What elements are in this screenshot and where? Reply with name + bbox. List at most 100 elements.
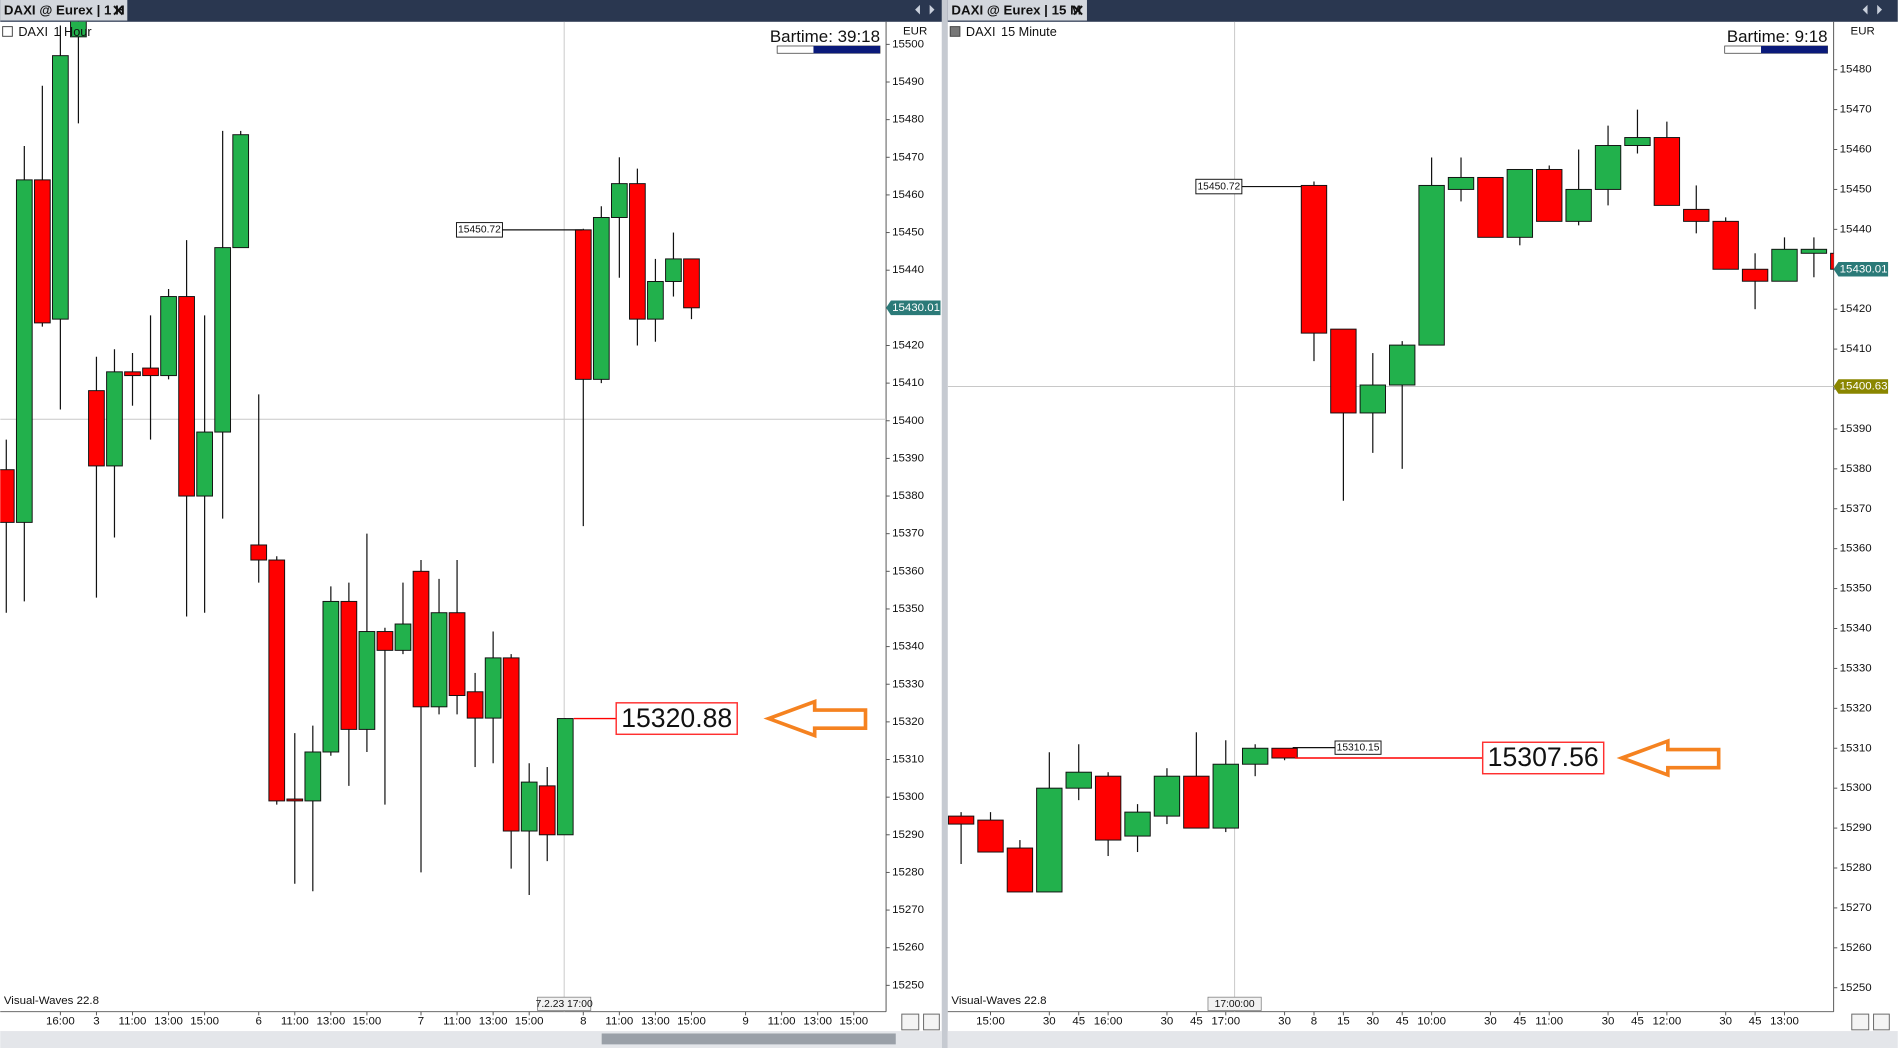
- candle-body: [1271, 747, 1298, 759]
- candle-body: [448, 612, 466, 697]
- candle-body: [268, 559, 286, 802]
- x-tick-label: 13:00: [154, 1015, 183, 1027]
- candle-body: [977, 819, 1004, 853]
- candle-body: [1359, 384, 1386, 414]
- panel-divider: [941, 0, 948, 1048]
- candle-body: [574, 229, 592, 380]
- close-label: 15320.88: [621, 703, 732, 733]
- candle-body: [1153, 775, 1181, 817]
- plot-area: 15450.72 15320.88: [0, 21, 887, 1012]
- scroll-end-button[interactable]: [901, 1013, 920, 1031]
- x-tick-label: 11:00: [605, 1015, 633, 1027]
- x-tick-label: 45: [1749, 1015, 1762, 1027]
- nav-arrows[interactable]: [915, 4, 935, 15]
- candle-body: [556, 718, 574, 836]
- x-tick-label: 17:00: [1211, 1015, 1240, 1027]
- marker-box: [1195, 178, 1243, 195]
- x-tick-label: 13:00: [1770, 1015, 1799, 1027]
- tab-title[interactable]: DAXI @ Eurex | 1 H: [4, 2, 125, 17]
- crosshair-price-label: 15400.63: [1840, 381, 1888, 393]
- candle-body: [33, 179, 51, 324]
- candle-body: [214, 247, 232, 433]
- candle-body: [0, 469, 15, 523]
- y-tick-label: 15320: [892, 716, 924, 728]
- candle-body: [538, 785, 556, 836]
- candle-body: [286, 798, 304, 802]
- x-tick-label: 45: [1396, 1015, 1409, 1027]
- y-tick-label: 15250: [1840, 982, 1872, 994]
- y-tick-label: 15420: [1840, 303, 1872, 315]
- y-tick-label: 15300: [1840, 782, 1872, 794]
- y-tick-label: 15350: [892, 603, 924, 615]
- crosshair-date-box: [1207, 996, 1262, 1011]
- candle-body: [250, 544, 268, 561]
- close-icon[interactable]: [1072, 5, 1083, 16]
- scroll-lock-button[interactable]: [1873, 1013, 1890, 1031]
- candle-body: [947, 815, 975, 825]
- candle-body: [1712, 220, 1739, 270]
- candle-body: [322, 600, 340, 753]
- last-price-label: 15430.01: [892, 302, 940, 314]
- candle-body: [1800, 248, 1828, 254]
- tab[interactable]: [0, 0, 128, 21]
- candle-body: [1124, 811, 1151, 837]
- candle-body: [629, 183, 646, 320]
- last-price-label: 15430.01: [1840, 263, 1888, 275]
- x-tick-label: 11:00: [443, 1015, 471, 1027]
- y-tick-label: 15380: [892, 490, 924, 502]
- candle-body: [196, 431, 213, 497]
- candle-body: [232, 134, 250, 249]
- candle-body: [160, 296, 177, 377]
- nav-arrows[interactable]: [1862, 4, 1883, 15]
- tab[interactable]: [947, 0, 1087, 21]
- candle-body: [1036, 787, 1063, 893]
- candle-body: [340, 600, 358, 730]
- candle-body: [430, 612, 448, 708]
- crosshair-date-label: 7.2.23 17:00: [536, 999, 593, 1010]
- scroll-thumb[interactable]: [601, 1033, 896, 1045]
- x-tick-label: 30: [1602, 1015, 1615, 1027]
- y-tick-label: 15450: [1840, 183, 1872, 195]
- x-tick-label: 45: [1072, 1015, 1085, 1027]
- last-price-tag: [886, 300, 941, 316]
- y-tick-label: 15280: [892, 866, 924, 878]
- x-tick-label: 10:00: [1417, 1015, 1446, 1027]
- candle-body: [466, 691, 484, 719]
- candle-body: [1065, 771, 1092, 789]
- legend-swatch: [949, 26, 961, 37]
- scroll-end-button[interactable]: [1851, 1013, 1870, 1031]
- marker-label: 15450.72: [1197, 181, 1240, 192]
- candle-body: [1624, 137, 1651, 147]
- y-tick-label: 15440: [1840, 223, 1872, 235]
- scroll-lock-button[interactable]: [923, 1013, 940, 1031]
- candle-body: [1565, 188, 1592, 222]
- x-tick-label: 7: [418, 1015, 424, 1027]
- y-tick-label: 15350: [1840, 583, 1872, 595]
- crosshair-date-label: 17:00:00: [1215, 999, 1255, 1010]
- legend-interval: 1 Hour: [53, 25, 92, 39]
- candle-body: [124, 371, 141, 377]
- y-tick-label: 15460: [1840, 144, 1872, 156]
- y-tick-label: 15340: [892, 641, 924, 653]
- legend-swatch: [2, 26, 13, 37]
- y-tick-label: 15360: [892, 565, 924, 577]
- order-label: 15310.15: [1337, 742, 1380, 753]
- tab-title[interactable]: DAXI @ Eurex | 15 M: [951, 2, 1081, 17]
- x-tick-label: 13:00: [803, 1015, 832, 1027]
- x-tick-label: 13:00: [479, 1015, 508, 1027]
- candle-body: [592, 217, 610, 380]
- x-tick-label: 30: [1278, 1015, 1291, 1027]
- candle-body: [683, 258, 700, 309]
- scrollbar[interactable]: [947, 1031, 1898, 1048]
- y-tick-label: 15290: [1840, 822, 1872, 834]
- candle-body: [1830, 252, 1834, 270]
- y-tick-label: 15460: [892, 189, 924, 201]
- x-tick-label: 45: [1631, 1015, 1644, 1027]
- close-icon[interactable]: [113, 5, 124, 16]
- candle-body: [106, 371, 123, 467]
- x-tick-label: 30: [1043, 1015, 1056, 1027]
- legend-symbol: DAXI: [18, 25, 48, 39]
- last-price-tag: [1833, 261, 1889, 277]
- y-tick-label: 15390: [892, 452, 924, 464]
- candle-body: [1183, 775, 1210, 829]
